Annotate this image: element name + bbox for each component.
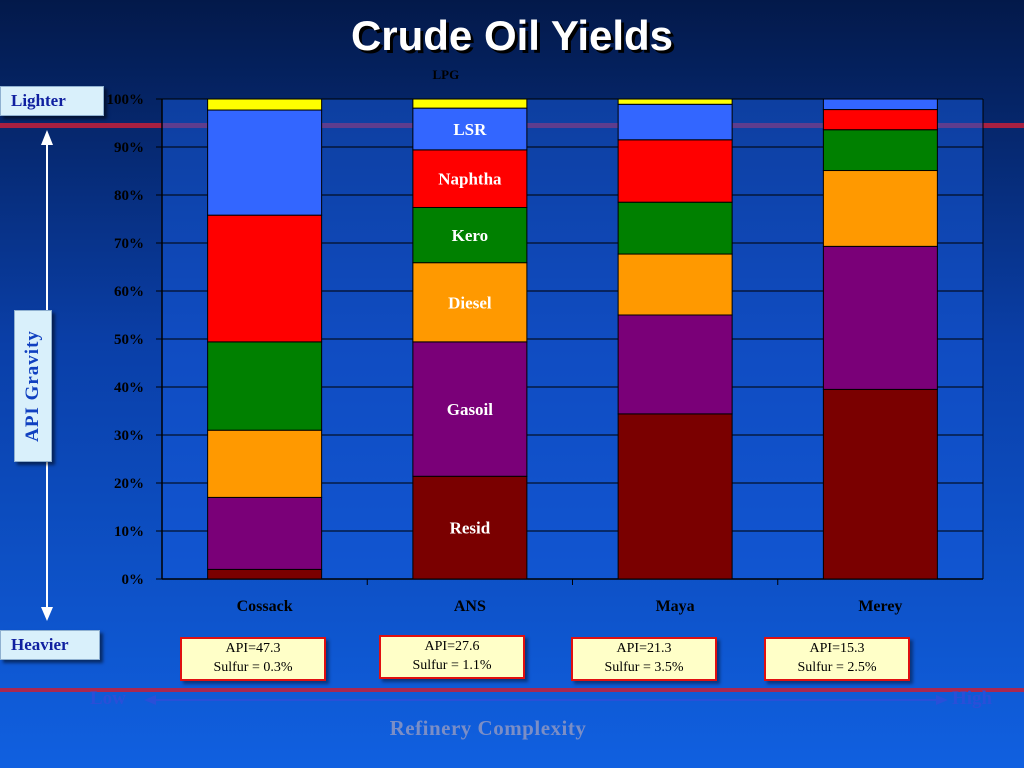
sulfur-value: Sulfur = 1.1%: [412, 658, 492, 673]
series-label-lsr: LSR: [453, 120, 487, 139]
crude-info-cossack: API=47.3 Sulfur = 0.3%: [180, 637, 326, 681]
y-tick-label: 100%: [107, 92, 145, 108]
lighter-label: Lighter: [0, 86, 104, 116]
api-value: API=47.3: [225, 641, 281, 656]
bar-segment-lpg: [412, 98, 528, 109]
page-title: Crude Oil Yields: [350, 12, 674, 59]
bar-segment-gasoil: [207, 496, 323, 570]
api-gravity-arrow-up: [41, 130, 53, 145]
complexity-high-label: High: [952, 688, 993, 709]
y-tick-label: 0%: [122, 572, 145, 588]
crude-info-maya: API=21.3 Sulfur = 3.5%: [571, 637, 717, 681]
sulfur-value: Sulfur = 0.3%: [213, 660, 293, 675]
api-gravity-label: API Gravity: [22, 330, 43, 442]
complexity-arrow-right: [936, 695, 948, 705]
bar-segment-kero: [822, 129, 938, 172]
bar-segment-kero: [207, 341, 323, 431]
bar-segment-resid: [822, 388, 938, 580]
series-label-kero: Kero: [452, 226, 489, 245]
bar-segment-naphtha: [412, 149, 528, 208]
bar-segment-lpg: [617, 98, 733, 105]
bar-segment-resid: [617, 413, 733, 580]
y-tick-label: 60%: [114, 284, 144, 300]
bar-segment-resid: [412, 475, 528, 580]
series-label-resid: Resid: [450, 519, 491, 538]
bar-segment-lsr: [207, 109, 323, 216]
x-tick-label: ANS: [454, 598, 486, 615]
crude-info-merey: API=15.3 Sulfur = 2.5%: [764, 637, 910, 681]
bar-segment-gasoil: [617, 314, 733, 415]
y-tick-label: 40%: [114, 380, 144, 396]
bar-segment-lsr: [412, 107, 528, 151]
complexity-title: Refinery Complexity: [389, 716, 587, 740]
series-label-lpg: LPG: [433, 67, 460, 82]
bar-segment-diesel: [822, 170, 938, 247]
bar-segment-lsr: [822, 98, 938, 111]
bar-segment-kero: [412, 206, 528, 264]
y-tick-label: 30%: [114, 428, 144, 444]
x-tick-label: Merey: [858, 598, 902, 615]
api-value: API=27.6: [424, 639, 480, 654]
bar-segment-diesel: [207, 429, 323, 498]
api-value: API=15.3: [809, 641, 865, 656]
bar-segment-diesel: [617, 253, 733, 316]
bar-segment-naphtha: [822, 109, 938, 131]
heavier-label: Heavier: [0, 630, 100, 660]
complexity-low-label: Low: [90, 688, 126, 709]
api-value: API=21.3: [616, 641, 672, 656]
bar-segment-diesel: [412, 262, 528, 343]
series-label-naphtha: Naphtha: [438, 170, 502, 189]
api-gravity-box: API Gravity: [14, 310, 52, 462]
x-tick-label: Cossack: [237, 598, 293, 615]
y-tick-label: 20%: [114, 476, 144, 492]
crude-info-ans: API=27.6 Sulfur = 1.1%: [379, 635, 525, 679]
sulfur-value: Sulfur = 2.5%: [797, 660, 877, 675]
bar-segment-lpg: [207, 98, 323, 111]
sulfur-value: Sulfur = 3.5%: [604, 660, 684, 675]
complexity-arrow-left: [144, 695, 156, 705]
series-label-gasoil: Gasoil: [447, 400, 494, 419]
bar-segment-naphtha: [617, 139, 733, 203]
bar-segment-resid: [207, 568, 323, 580]
y-tick-label: 70%: [114, 236, 144, 252]
bar-segment-lsr: [617, 103, 733, 141]
series-label-diesel: Diesel: [448, 293, 492, 312]
bottom-stripe: [0, 688, 1024, 692]
bar-segment-gasoil: [822, 245, 938, 390]
bar-segment-kero: [617, 201, 733, 255]
bar-segment-naphtha: [207, 214, 323, 343]
y-tick-label: 90%: [114, 140, 144, 156]
y-tick-label: 10%: [114, 524, 144, 540]
api-gravity-arrow-down: [41, 607, 53, 621]
y-tick-label: 80%: [114, 188, 144, 204]
y-tick-label: 50%: [114, 332, 144, 348]
x-tick-label: Maya: [656, 598, 695, 615]
